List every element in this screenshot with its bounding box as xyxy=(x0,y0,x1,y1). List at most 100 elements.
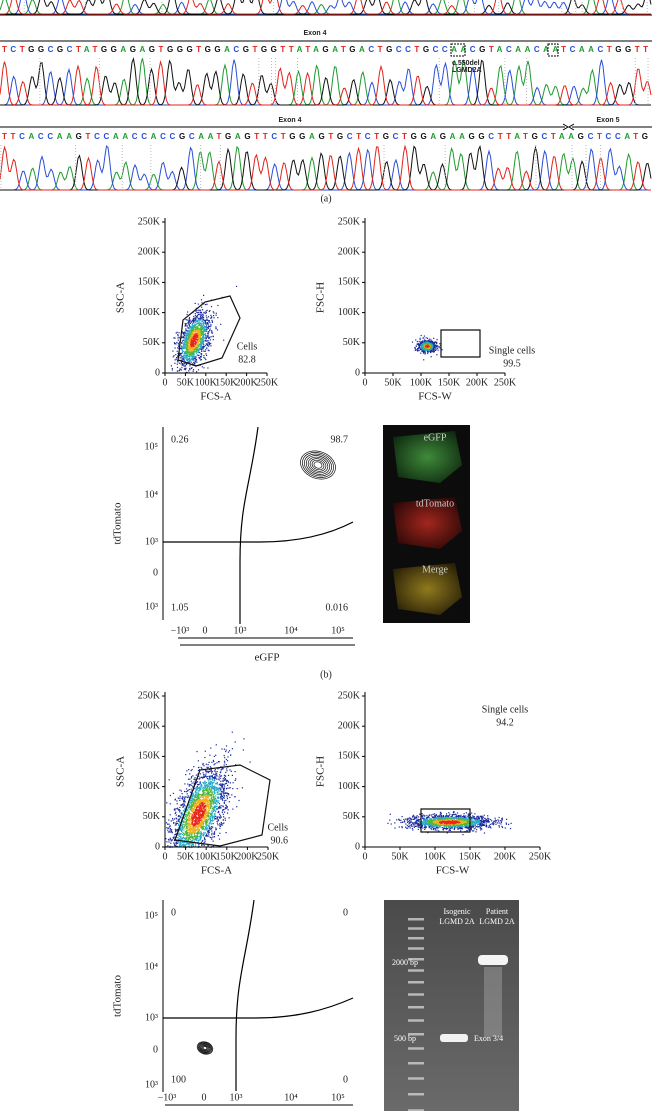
event-dot xyxy=(194,804,195,805)
event-dot xyxy=(490,827,491,828)
event-dot xyxy=(213,788,214,789)
event-dot xyxy=(209,779,210,780)
event-dot xyxy=(235,771,236,772)
event-dot xyxy=(214,791,215,792)
event-dot xyxy=(438,350,439,351)
event-dot xyxy=(424,339,425,340)
event-dot xyxy=(184,331,185,332)
event-dot xyxy=(221,786,222,787)
event-dot xyxy=(212,775,213,776)
event-dot xyxy=(224,757,225,758)
annotation: LGMD2A xyxy=(452,67,482,74)
event-dot xyxy=(186,831,187,832)
event-dot xyxy=(166,822,167,823)
event-dot xyxy=(194,827,195,828)
event-dot xyxy=(229,801,230,802)
event-dot xyxy=(201,800,202,801)
event-dot xyxy=(214,790,215,791)
event-dot xyxy=(216,762,217,763)
event-dot xyxy=(181,356,182,357)
event-dot xyxy=(211,814,212,815)
event-dot xyxy=(212,837,213,838)
event-dot xyxy=(197,823,198,824)
event-dot xyxy=(416,826,417,827)
event-dot xyxy=(181,817,182,818)
event-dot xyxy=(427,353,428,354)
event-dot xyxy=(178,348,179,349)
event-dot xyxy=(182,829,183,830)
event-dot xyxy=(211,810,212,811)
event-dot xyxy=(423,352,424,353)
event-dot xyxy=(203,763,204,764)
event-dot xyxy=(179,842,180,843)
event-dot xyxy=(202,811,203,812)
event-dot xyxy=(195,824,196,825)
event-dot xyxy=(198,346,199,347)
event-dot xyxy=(203,337,204,338)
event-dot xyxy=(201,826,202,827)
event-dot xyxy=(216,315,217,316)
event-dot xyxy=(190,800,191,801)
event-dot xyxy=(198,341,199,342)
event-dot xyxy=(186,348,187,349)
event-dot xyxy=(187,828,188,829)
event-dot xyxy=(175,831,176,832)
event-dot xyxy=(236,286,237,287)
event-dot xyxy=(182,825,183,826)
event-dot xyxy=(183,830,184,831)
event-dot xyxy=(221,805,222,806)
event-dot xyxy=(226,759,227,760)
event-dot xyxy=(206,786,207,787)
event-dot xyxy=(194,331,195,332)
event-dot xyxy=(212,808,213,809)
event-dot xyxy=(190,832,191,833)
event-dot xyxy=(205,822,206,823)
event-dot xyxy=(194,832,195,833)
event-dot xyxy=(212,779,213,780)
event-dot xyxy=(171,365,172,366)
event-dot xyxy=(208,796,209,797)
event-dot xyxy=(199,790,200,791)
event-dot xyxy=(200,356,201,357)
event-dot xyxy=(178,798,179,799)
event-dot xyxy=(184,838,185,839)
event-dot xyxy=(182,358,183,359)
event-dot xyxy=(205,340,206,341)
event-dot xyxy=(193,338,194,339)
event-dot xyxy=(446,813,447,814)
event-dot xyxy=(203,826,204,827)
event-dot xyxy=(195,791,196,792)
event-dot xyxy=(224,762,225,763)
event-dot xyxy=(200,797,201,798)
event-dot xyxy=(185,774,186,775)
event-dot xyxy=(414,827,415,828)
event-dot xyxy=(183,845,184,846)
event-dot xyxy=(209,762,210,763)
event-dot xyxy=(199,807,200,808)
event-dot xyxy=(215,803,216,804)
event-dot xyxy=(220,798,221,799)
event-dot xyxy=(204,757,205,758)
event-dot xyxy=(173,355,174,356)
event-dot xyxy=(433,338,434,339)
event-dot xyxy=(210,778,211,779)
event-dot xyxy=(188,352,189,353)
event-dot xyxy=(193,371,194,372)
event-dot xyxy=(430,344,431,345)
event-dot xyxy=(422,340,423,341)
event-dot xyxy=(197,833,198,834)
event-dot xyxy=(226,832,227,833)
event-dot xyxy=(205,832,206,833)
event-dot xyxy=(202,824,203,825)
event-dot xyxy=(212,786,213,787)
event-dot xyxy=(217,329,218,330)
event-dot xyxy=(217,782,218,783)
event-dot xyxy=(186,819,187,820)
event-dot xyxy=(436,354,437,355)
event-dot xyxy=(416,345,417,346)
panel-label: (a) xyxy=(320,193,331,204)
event-dot xyxy=(211,795,212,796)
event-dot xyxy=(193,844,194,845)
event-dot xyxy=(201,777,202,778)
event-dot xyxy=(208,797,209,798)
